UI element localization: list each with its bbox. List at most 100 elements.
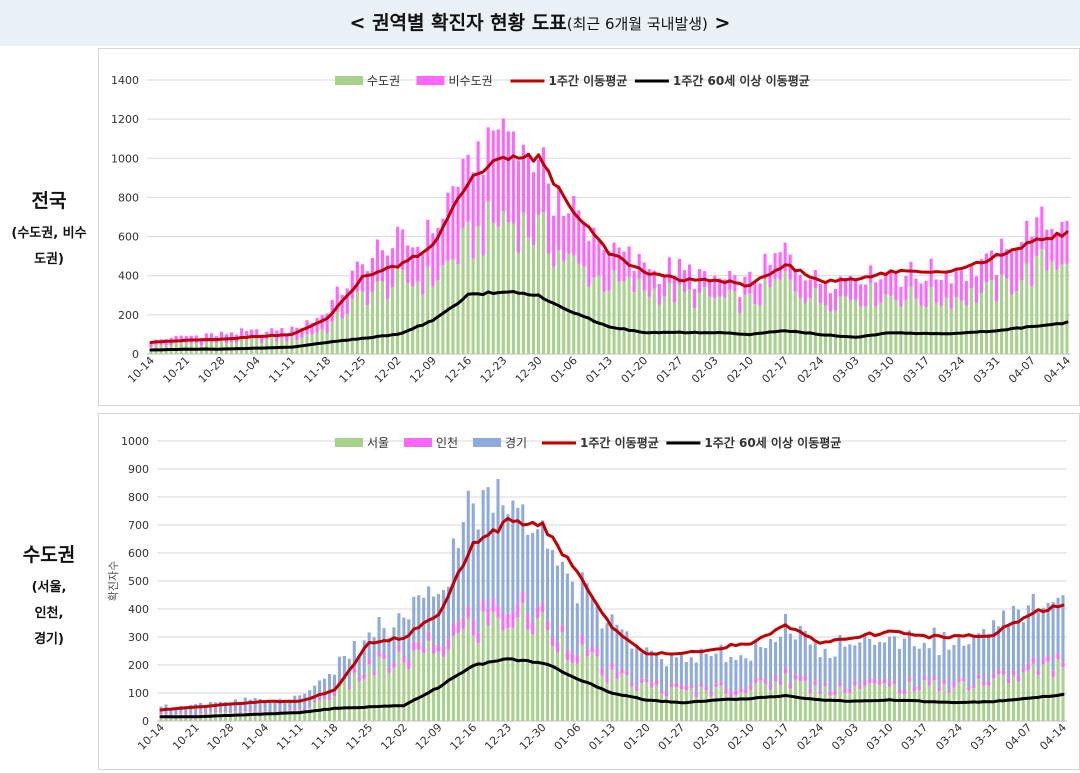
bar-blue xyxy=(407,619,411,662)
x-tick-label: 11-18 xyxy=(309,721,341,753)
bar-magenta xyxy=(992,673,996,679)
bar-green xyxy=(355,291,359,354)
bar-blue xyxy=(194,704,198,715)
bar-green xyxy=(888,686,892,721)
bar-magenta xyxy=(335,286,339,312)
bar-blue xyxy=(1036,612,1040,670)
bar-magenta xyxy=(894,273,898,301)
bar-magenta xyxy=(924,280,928,308)
legend-label: 1주간 60세 이상 이동평균 xyxy=(704,435,841,450)
bar-green xyxy=(486,201,490,354)
bar-green xyxy=(526,629,530,721)
bar-blue xyxy=(783,613,787,668)
y-tick-label: 0 xyxy=(132,348,139,361)
bar-blue xyxy=(184,707,188,715)
bar-green xyxy=(491,611,495,721)
bar-green xyxy=(652,288,656,354)
bar-magenta xyxy=(854,280,858,300)
bar-magenta xyxy=(397,644,401,652)
bar-magenta xyxy=(194,714,198,716)
bar-magenta xyxy=(1015,248,1019,291)
bar-green xyxy=(863,685,867,721)
bar-green xyxy=(456,264,460,354)
bar-green xyxy=(640,683,644,721)
x-tick-label: 01-06 xyxy=(548,354,580,386)
bar-magenta xyxy=(560,624,564,633)
bar-blue xyxy=(1046,602,1050,657)
bar-blue xyxy=(541,520,545,603)
bar-green xyxy=(749,689,753,721)
x-tick-label: 10-28 xyxy=(205,721,237,753)
bar-green xyxy=(869,283,873,354)
bar-magenta xyxy=(1001,670,1006,675)
bar-green xyxy=(600,675,604,721)
bar-magenta xyxy=(318,697,322,701)
bar-magenta xyxy=(793,674,797,680)
bar-green xyxy=(169,716,173,721)
bar-magenta xyxy=(962,677,966,682)
bar-magenta xyxy=(748,271,752,294)
bar-magenta xyxy=(949,283,953,309)
bar-magenta xyxy=(977,674,981,680)
bar-magenta xyxy=(456,621,460,633)
legend-entry: 1주간 이동평균 xyxy=(542,435,659,450)
bar-magenta xyxy=(808,279,812,299)
bar-magenta xyxy=(753,282,757,305)
bar-green xyxy=(577,263,581,354)
bar-magenta xyxy=(382,654,386,660)
bar-magenta xyxy=(587,240,591,287)
bar-blue xyxy=(248,699,252,711)
bar-magenta xyxy=(436,228,440,281)
bar-magenta xyxy=(1016,675,1020,682)
bar-green xyxy=(1020,280,1024,354)
bar-green xyxy=(580,644,584,721)
bar-green xyxy=(248,711,252,721)
bar-magenta xyxy=(803,280,807,304)
bar-green xyxy=(521,603,525,721)
bar-magenta xyxy=(308,705,312,708)
x-tick-label: 02-24 xyxy=(794,721,826,753)
bar-magenta xyxy=(213,710,218,712)
bar-blue xyxy=(1011,605,1015,671)
x-tick-label: 12-30 xyxy=(517,721,549,753)
bar-green xyxy=(974,303,978,354)
bar-magenta xyxy=(350,270,354,299)
bar-blue xyxy=(1006,625,1011,678)
bar-blue xyxy=(481,490,485,600)
bar-magenta xyxy=(687,264,692,290)
bar-blue xyxy=(873,644,877,679)
bar-magenta xyxy=(813,680,817,686)
bar-blue xyxy=(511,500,515,612)
bar-green xyxy=(1006,683,1011,721)
bar-blue xyxy=(967,644,971,688)
bar-green xyxy=(828,311,833,354)
bar-magenta xyxy=(427,631,431,641)
bar-blue xyxy=(709,656,713,693)
bar-green xyxy=(914,299,918,354)
bar-green xyxy=(788,688,792,721)
bar-magenta xyxy=(476,632,480,644)
bar-magenta xyxy=(218,711,223,713)
bar-green xyxy=(536,618,540,721)
bar-magenta xyxy=(778,680,783,686)
bar-blue xyxy=(238,701,242,712)
bar-magenta xyxy=(422,646,426,654)
bar-green xyxy=(1060,264,1064,354)
x-tick-label: 03-31 xyxy=(971,354,1003,386)
bar-blue xyxy=(788,633,792,683)
bar-green xyxy=(843,296,848,354)
bar-magenta xyxy=(838,682,842,687)
bar-blue xyxy=(357,656,361,677)
bar-green xyxy=(897,693,901,721)
x-tick-label: 02-10 xyxy=(725,721,757,753)
bar-magenta xyxy=(416,246,420,282)
y-tick-label: 600 xyxy=(128,547,149,560)
bar-magenta xyxy=(411,247,415,287)
x-tick-label: 03-10 xyxy=(864,721,896,753)
bar-blue xyxy=(595,605,599,649)
bar-blue xyxy=(580,572,584,635)
bar-green xyxy=(858,689,862,721)
bar-magenta xyxy=(280,328,284,338)
bar-blue xyxy=(367,632,371,659)
bar-magenta xyxy=(347,686,351,690)
